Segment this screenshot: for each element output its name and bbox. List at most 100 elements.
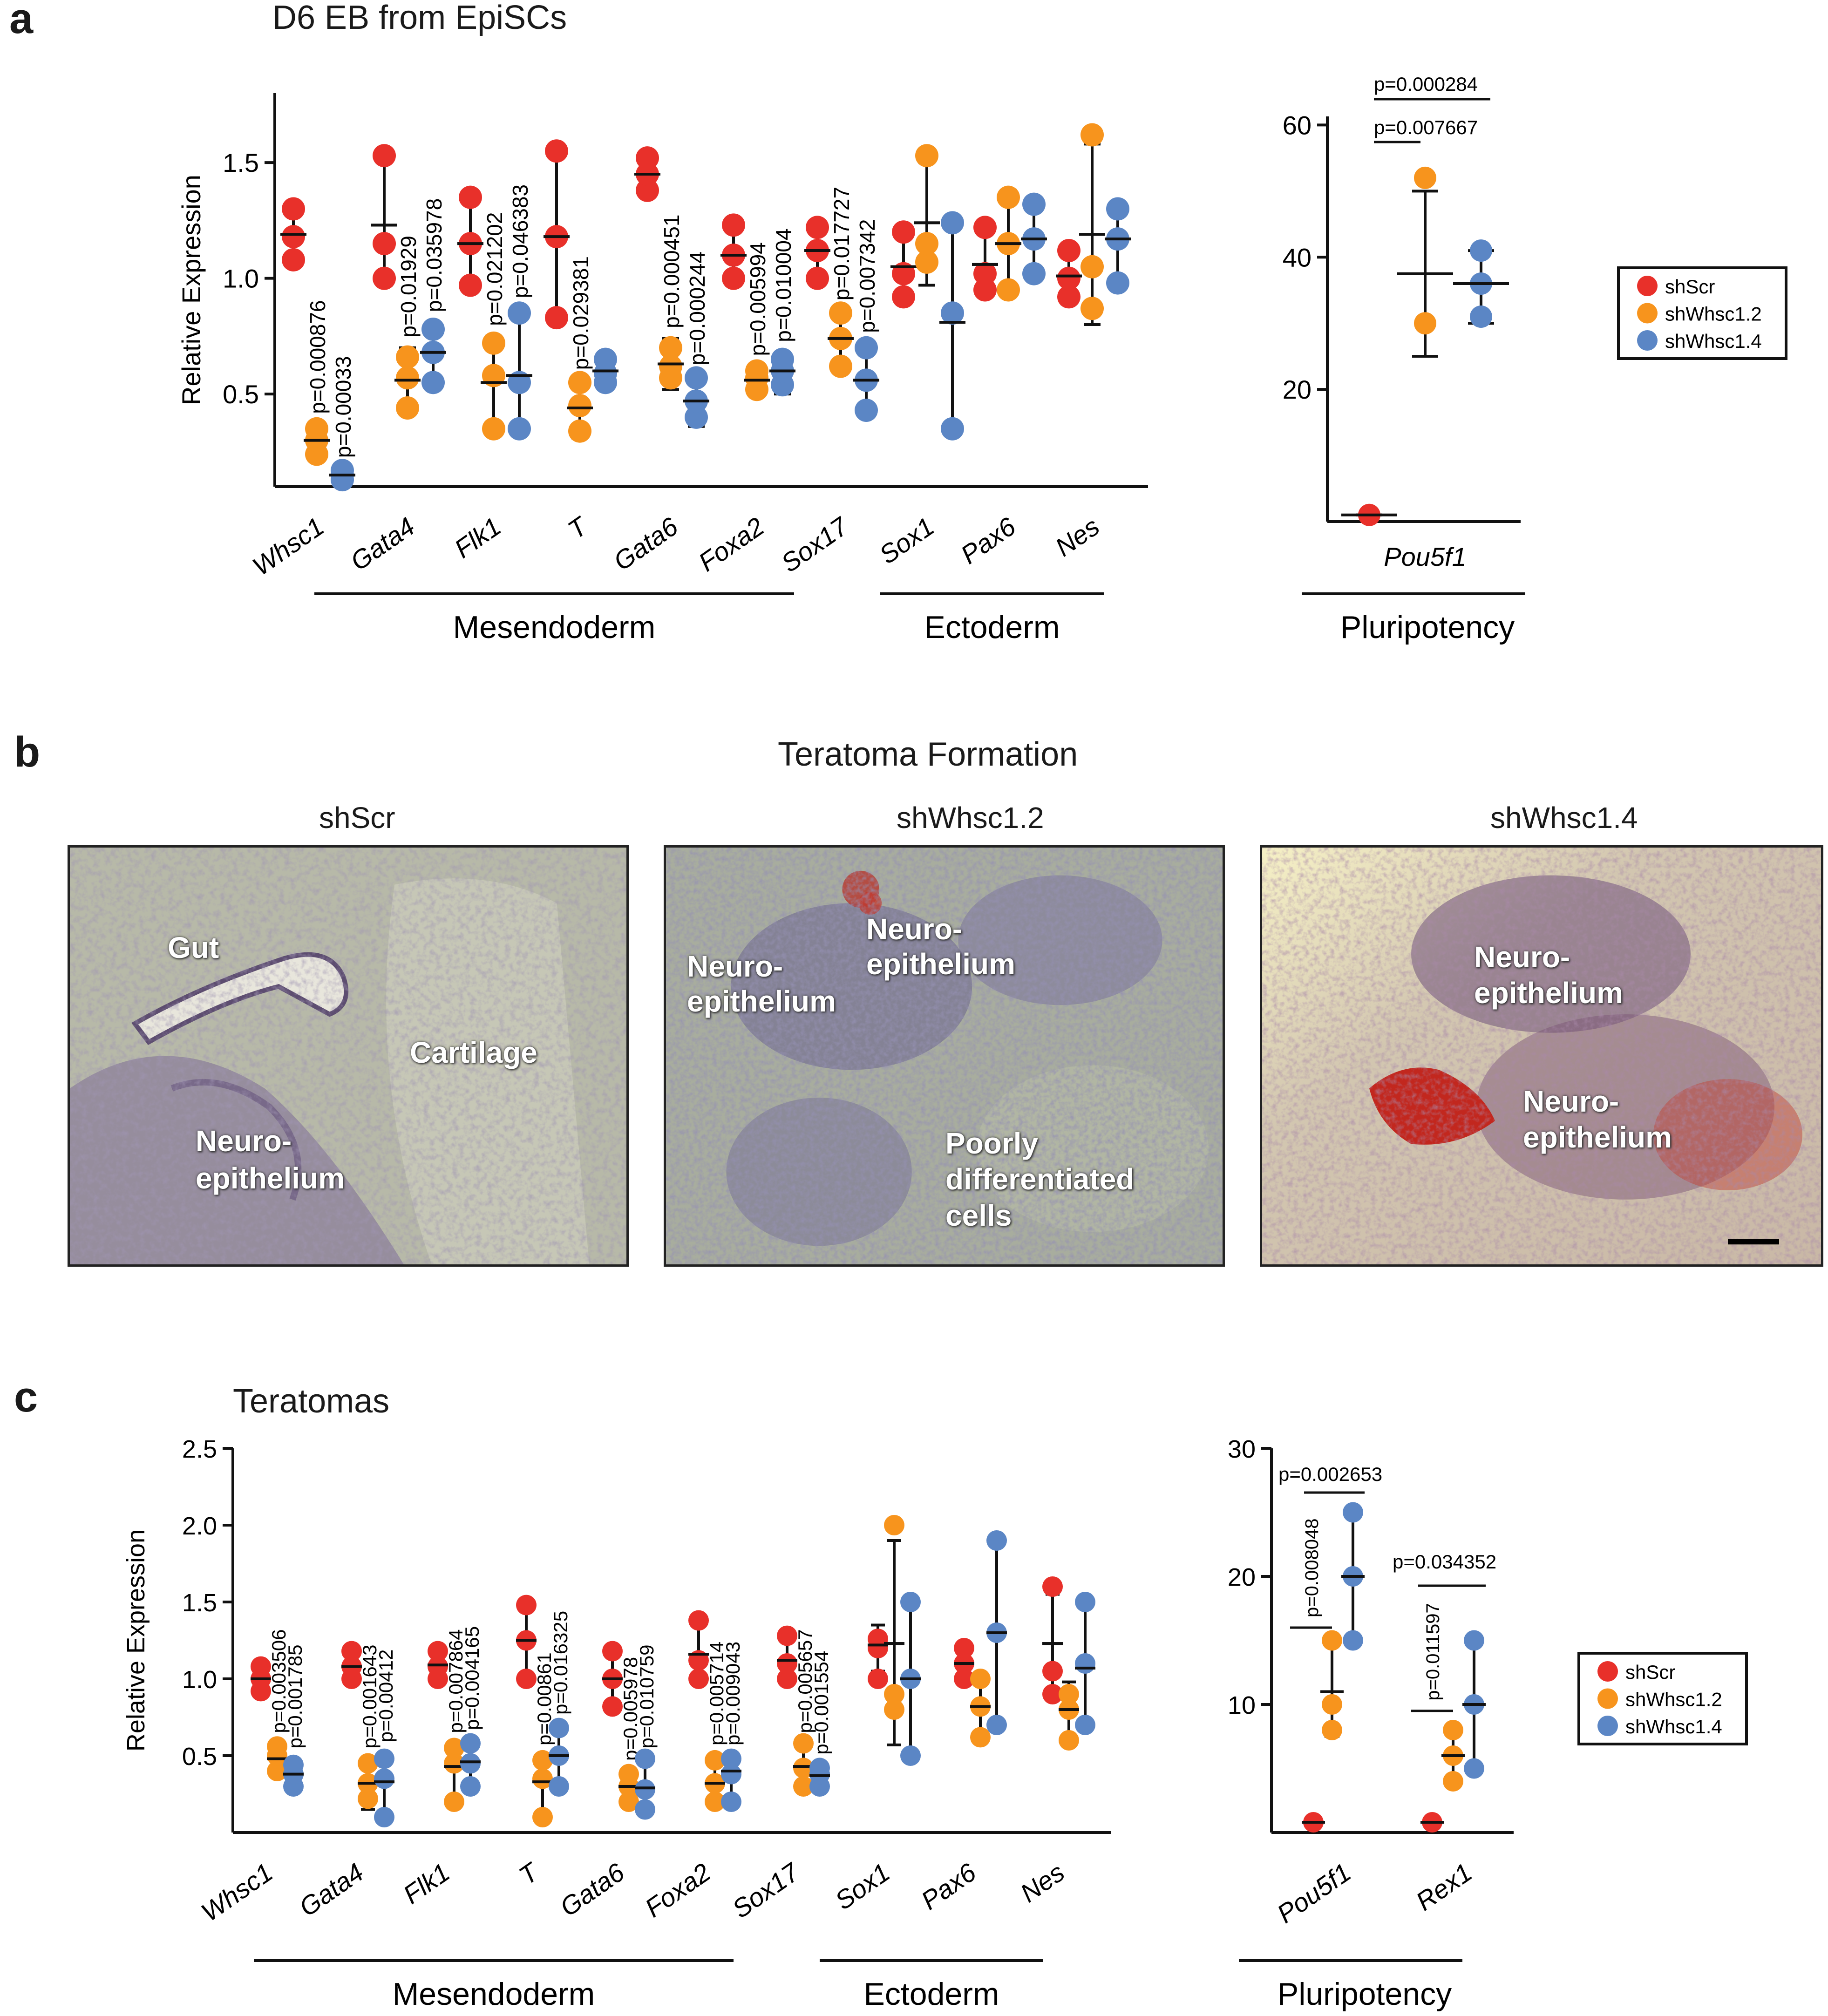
p-value-label: p=0.01929: [396, 236, 421, 338]
panel-b-letter: b: [14, 728, 41, 776]
p-value-label: p=0.029381: [569, 256, 593, 370]
data-point: [635, 1748, 655, 1769]
comparison-label: p=0.008048: [1302, 1519, 1322, 1617]
data-point: [374, 1807, 394, 1827]
data-point: [594, 347, 617, 371]
data-point: [997, 185, 1020, 209]
panel-b-title: Teratoma Formation: [778, 736, 1078, 773]
data-point: [374, 1748, 394, 1769]
data-point: [1042, 1661, 1063, 1682]
data-point: [884, 1699, 904, 1720]
micrograph-shscr: Gut Cartilage Neuro- epithelium: [68, 845, 629, 1267]
y-tick-label: 2.0: [182, 1512, 217, 1540]
data-point: [1443, 1720, 1463, 1740]
data-point: [973, 262, 997, 285]
data-point: [508, 301, 531, 325]
data-point: [545, 139, 568, 163]
legend-swatch: [1637, 303, 1658, 324]
data-point: [829, 354, 852, 378]
data-point: [1443, 1771, 1463, 1792]
data-point: [892, 220, 915, 244]
y-tick-label: 1.5: [182, 1589, 217, 1617]
data-point: [532, 1768, 553, 1789]
data-point: [460, 1753, 481, 1774]
data-point: [722, 266, 745, 290]
gene-label: Pax6: [916, 1857, 981, 1915]
data-point: [722, 213, 745, 237]
data-point: [396, 345, 419, 369]
data-point: [705, 1792, 725, 1812]
data-point: [1470, 305, 1492, 328]
y-tick-label: 40: [1283, 243, 1312, 272]
data-point: [516, 1669, 537, 1689]
data-point: [1057, 266, 1080, 290]
y-axis-label: Relative Expression: [177, 175, 206, 405]
data-point: [602, 1641, 623, 1662]
data-point: [892, 285, 915, 309]
data-point: [568, 394, 591, 418]
data-point: [428, 1656, 448, 1677]
data-point: [777, 1669, 797, 1689]
gene-label: Sox17: [776, 511, 854, 578]
data-point: [1059, 1730, 1079, 1751]
data-point: [267, 1736, 287, 1757]
data-point: [900, 1745, 921, 1766]
tissue-texture: [666, 848, 1223, 1264]
data-point: [358, 1753, 378, 1774]
p-value-label: p=0.035978: [422, 198, 446, 312]
micrograph-title-shwhsc1-2: shWhsc1.2: [897, 801, 1044, 835]
label-neuro-2: Neuro-: [687, 950, 783, 983]
legend-label: shWhsc1.4: [1625, 1716, 1722, 1738]
p-value-label: p=0.046383: [508, 184, 532, 298]
data-point: [1075, 1715, 1095, 1735]
data-point: [986, 1715, 1007, 1735]
panel-c: 0.5 1.0 1.5 2.0 2.5 Relative Expression p=0.00…: [122, 1435, 1748, 2012]
y-tick-label: 0.5: [223, 380, 259, 409]
gene-label: Nes: [1050, 511, 1105, 562]
data-point: [460, 1776, 481, 1797]
data-point: [970, 1669, 991, 1689]
data-point: [618, 1764, 639, 1785]
data-point: [721, 1764, 741, 1785]
p-value-label: p=0.000244: [685, 251, 709, 365]
label-neuro: Neuro-: [196, 1124, 292, 1158]
group-label: Ectoderm: [864, 1976, 999, 2012]
gene-label: Gata4: [294, 1857, 369, 1922]
p-value-label: p=0.001643: [359, 1645, 381, 1749]
data-point: [459, 185, 482, 209]
data-point: [954, 1638, 974, 1658]
data-point: [549, 1776, 569, 1797]
data-point: [508, 417, 531, 441]
data-point: [636, 146, 659, 170]
data-point: [1322, 1720, 1342, 1740]
gene-label: Foxa2: [639, 1857, 716, 1923]
data-point: [1343, 1502, 1363, 1523]
data-point: [636, 178, 659, 202]
micrograph-shwhsc1-4: Neuro- epithelium Neuro- epithelium: [1260, 845, 1823, 1267]
data-point: [341, 1641, 362, 1662]
data-point: [688, 1669, 709, 1689]
data-point: [1106, 197, 1129, 221]
group-label: Pluripotency: [1340, 610, 1515, 645]
gene-label: Pou5f1: [1271, 1857, 1356, 1928]
gene-label: Sox17: [727, 1857, 805, 1924]
data-point: [482, 331, 505, 355]
comparison-label: p=0.002653: [1278, 1463, 1382, 1485]
data-point: [997, 278, 1020, 302]
label-epithelium-1: epithelium: [1474, 976, 1624, 1010]
y-tick-label: 2.5: [182, 1435, 217, 1463]
data-point: [282, 248, 305, 272]
gene-label: T: [563, 510, 594, 544]
p-value-label: p=0.007342: [855, 219, 879, 333]
data-point: [421, 371, 445, 394]
data-point: [267, 1761, 287, 1781]
data-point: [1414, 312, 1436, 335]
gene-label: Gata6: [608, 511, 684, 577]
data-point: [721, 1748, 741, 1769]
gene-label: Pou5f1: [1384, 542, 1467, 571]
data-point: [1464, 1758, 1484, 1779]
data-point: [635, 1779, 655, 1800]
data-point: [618, 1792, 639, 1812]
